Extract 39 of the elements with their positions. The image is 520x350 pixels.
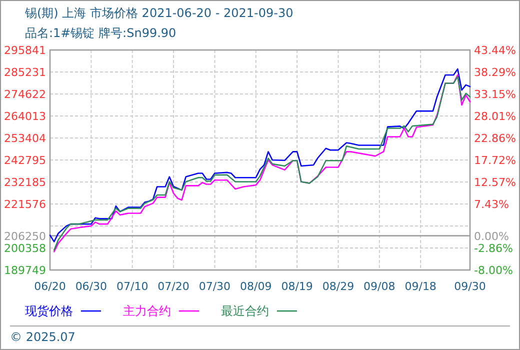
- subtitle: 品名:1#锡锭 牌号:Sn99.90: [25, 26, 176, 40]
- annotation: © 2025.07: [10, 330, 76, 344]
- legend-label: 现货价格: [25, 304, 73, 318]
- xtick: 07/20: [158, 280, 190, 293]
- ytick: 189749: [4, 264, 46, 277]
- xtick: 09/08: [364, 280, 396, 293]
- y2tick: 22.86%: [474, 132, 516, 146]
- ytick: 200358: [4, 242, 46, 255]
- y2tick: 17.72%: [474, 154, 516, 167]
- ytick: 206250: [4, 230, 46, 243]
- legend-label: 最近合约: [221, 304, 269, 318]
- xtick: 08/09: [240, 280, 272, 293]
- ytick: 295841: [4, 44, 46, 57]
- ytick: 242795: [4, 154, 46, 167]
- ytick: 285231: [4, 66, 46, 79]
- legend-label: 主力合约: [123, 304, 171, 318]
- ytick: 253404: [4, 132, 46, 145]
- xtick: 06/20: [34, 280, 66, 293]
- ytick: 274622: [4, 88, 46, 101]
- y2tick: -2.86%: [474, 242, 513, 256]
- y2tick: 7.43%: [474, 198, 509, 211]
- ytick: 232185: [4, 176, 46, 189]
- y2tick: -8.00%: [474, 264, 513, 277]
- y2tick: 0.00%: [474, 230, 509, 243]
- y2tick: 28.01%: [474, 110, 516, 123]
- xtick: 09/18: [404, 280, 436, 293]
- title: 锡(期) 上海 市场价格 2021-06-20 - 2021-09-30: [25, 6, 294, 20]
- y2tick: 38.29%: [474, 66, 516, 80]
- xtick: 08/19: [281, 280, 313, 293]
- xtick: 08/29: [322, 280, 354, 293]
- xtick: 07/30: [198, 280, 231, 293]
- ytick: 264013: [4, 110, 46, 123]
- xtick: 07/10: [116, 280, 148, 293]
- y2tick: 43.44%: [474, 44, 516, 57]
- xtick: 09/30: [454, 280, 486, 293]
- ytick: 221576: [4, 198, 46, 211]
- xtick: 06/30: [75, 280, 108, 293]
- y2tick: 12.57%: [474, 176, 516, 190]
- y2tick: 33.15%: [474, 88, 516, 101]
